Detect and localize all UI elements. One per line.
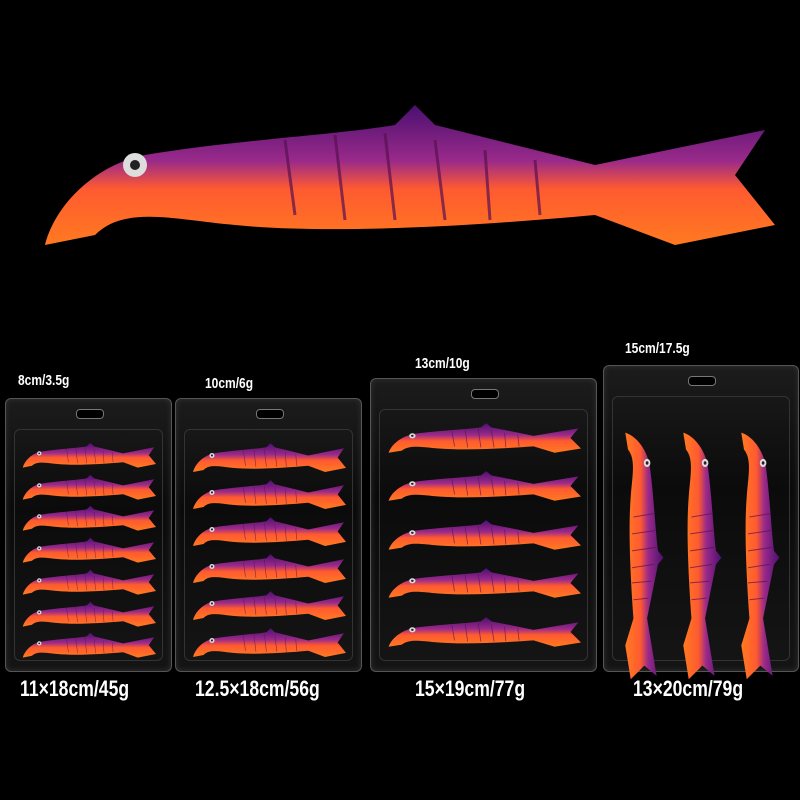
lure bbox=[191, 478, 346, 513]
blister-pack bbox=[603, 365, 799, 672]
lure bbox=[21, 504, 156, 534]
blister-pack bbox=[175, 398, 362, 672]
lure bbox=[191, 441, 346, 476]
pack-size-label: 15×19cm/77g bbox=[415, 676, 526, 701]
hero-lure-image bbox=[35, 95, 775, 265]
hang-hole bbox=[255, 409, 284, 419]
blister-pack bbox=[5, 398, 172, 672]
lure-size-label: 10cm/6g bbox=[205, 375, 254, 392]
lure bbox=[191, 515, 346, 550]
lure bbox=[21, 473, 156, 503]
lure bbox=[678, 429, 724, 679]
lure bbox=[386, 566, 581, 602]
lure bbox=[191, 589, 346, 624]
pack-tray bbox=[379, 409, 588, 661]
lure bbox=[191, 552, 346, 587]
lure-size-label: 13cm/10g bbox=[415, 355, 470, 372]
hang-hole bbox=[470, 389, 499, 399]
pack-size-label: 13×20cm/79g bbox=[633, 676, 744, 701]
lure bbox=[386, 615, 581, 651]
hang-hole bbox=[75, 409, 104, 419]
lure bbox=[736, 429, 782, 679]
pack-tray bbox=[14, 429, 163, 661]
pack-size-label: 11×18cm/45g bbox=[20, 676, 130, 701]
lure bbox=[386, 518, 581, 554]
lure-size-label: 15cm/17.5g bbox=[625, 340, 690, 357]
lure bbox=[386, 421, 581, 457]
lure bbox=[21, 631, 156, 661]
lure bbox=[21, 441, 156, 471]
lure bbox=[386, 469, 581, 505]
pack-size-label: 12.5×18cm/56g bbox=[195, 676, 320, 701]
lure bbox=[21, 536, 156, 566]
lure-size-label: 8cm/3.5g bbox=[18, 372, 70, 389]
hang-hole bbox=[688, 376, 716, 386]
lure bbox=[21, 600, 156, 630]
lure bbox=[620, 429, 666, 679]
lure bbox=[191, 626, 346, 661]
lure bbox=[21, 568, 156, 598]
blister-pack bbox=[370, 378, 597, 672]
pack-tray bbox=[184, 429, 353, 661]
